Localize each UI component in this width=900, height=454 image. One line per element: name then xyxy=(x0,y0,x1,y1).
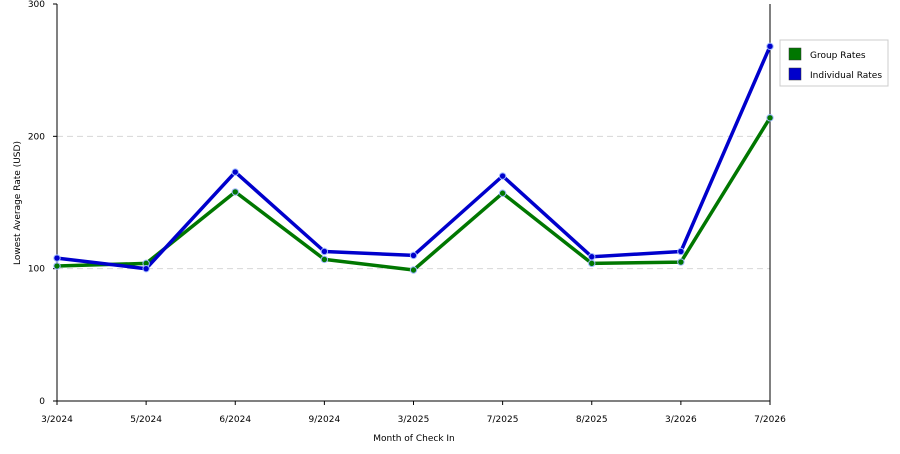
group-rates-point xyxy=(588,259,596,268)
axes xyxy=(56,4,771,402)
individual-rates-point xyxy=(588,253,596,261)
group-rates-point xyxy=(498,189,507,197)
x-tick-label: 8/2025 xyxy=(576,415,608,425)
x-tick-label: 3/2025 xyxy=(398,415,430,425)
y-axis-ticks: 0 100 200 300 xyxy=(28,0,57,407)
x-tick-label: 7/2026 xyxy=(754,415,786,425)
group-rates-point xyxy=(320,255,329,264)
group-rates-point xyxy=(766,114,774,122)
individual-rates-point xyxy=(53,254,61,262)
individual-rates-point xyxy=(231,168,239,176)
individual-rates-point xyxy=(766,42,774,51)
individual-rates-point xyxy=(677,247,685,256)
x-tick-label: 3/2026 xyxy=(665,415,697,425)
individual-rates-point xyxy=(498,172,507,180)
series-points xyxy=(53,42,774,274)
group-rates-legend-label: Group Rates xyxy=(810,51,866,61)
x-tick-label: 9/2024 xyxy=(309,415,341,425)
x-tick-label: 3/2024 xyxy=(41,415,73,425)
group-rates-point xyxy=(677,258,685,266)
individual-rates-line xyxy=(55,44,772,271)
group-rates-point xyxy=(53,262,61,270)
individual-rates-point xyxy=(142,264,150,273)
group-rates-point xyxy=(409,266,418,274)
y-tick-label: 100 xyxy=(28,265,45,275)
x-tick-label: 7/2025 xyxy=(487,415,519,425)
y-axis-title: Lowest Average Rate (USD) xyxy=(13,141,23,265)
individual-rates-legend-label: Individual Rates xyxy=(810,71,882,81)
x-tick-label: 5/2024 xyxy=(130,415,162,425)
series-lines xyxy=(55,44,772,272)
x-axis-title: Month of Check In xyxy=(373,434,455,444)
y-tick-label: 200 xyxy=(28,132,45,142)
legend: Group Rates Individual Rates xyxy=(779,39,889,87)
individual-rates-point xyxy=(409,251,418,260)
x-axis-ticks: 3/2024 5/2024 6/2024 9/2024 3/2025 7/2025 8/20… xyxy=(41,401,786,425)
individual-rates-legend-swatch xyxy=(788,67,802,81)
group-rates-legend-swatch xyxy=(788,47,802,61)
gridlines xyxy=(57,135,770,270)
y-tick-label: 300 xyxy=(28,0,45,10)
group-rates-point xyxy=(231,188,239,196)
y-tick-label: 0 xyxy=(39,397,45,407)
individual-rates-point xyxy=(320,247,329,256)
x-tick-label: 6/2024 xyxy=(219,415,251,425)
